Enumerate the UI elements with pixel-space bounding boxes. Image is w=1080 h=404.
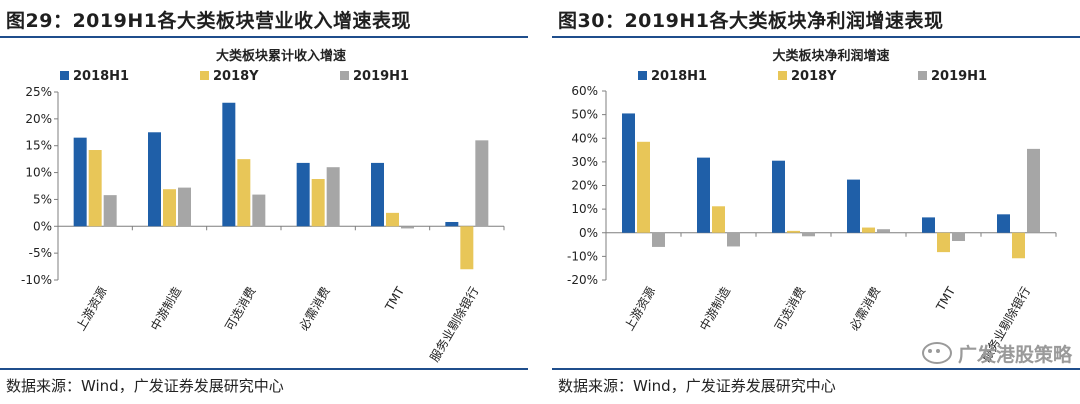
bar-2018H1-3 xyxy=(296,162,310,227)
profit-growth-chart: 大类板块净利润增速 2018H1 2018Y 2019H1 60% 50% 40% 30% 20… xyxy=(567,48,1057,364)
watermark-text: 广发港股策略 xyxy=(957,344,1072,366)
legend-label-2019H1: 2019H1 xyxy=(931,69,987,84)
y-tick-label: 10% xyxy=(25,166,52,180)
bar-2018H1-5 xyxy=(445,221,459,227)
legend-label-2018H1: 2018H1 xyxy=(73,69,129,84)
bar-2018H1-1 xyxy=(697,157,710,233)
wechat-icon xyxy=(921,342,952,364)
bar-2018Y-3 xyxy=(862,227,875,233)
bar-2018Y-2 xyxy=(237,159,251,227)
x-category-label: 必需消费 xyxy=(297,285,333,334)
bar-2018Y-0 xyxy=(88,150,102,227)
bar-2018Y-1 xyxy=(712,206,725,233)
x-category-label: 可选消费 xyxy=(222,285,258,334)
x-category-label: 上游资源 xyxy=(622,285,658,334)
title-rule xyxy=(552,36,1080,38)
y-tick-label: -10% xyxy=(567,249,598,263)
bar-2018H1-3 xyxy=(847,179,860,233)
y-tick-label: -10% xyxy=(21,273,52,287)
y-tick-label: 0% xyxy=(33,219,52,233)
bar-2018Y-3 xyxy=(311,179,325,227)
x-category-label: 必需消费 xyxy=(847,285,883,334)
y-tick-label: 5% xyxy=(33,192,52,206)
bar-2019H1-2 xyxy=(802,232,815,237)
bar-2019H1-2 xyxy=(252,194,266,227)
y-tick-label: -20% xyxy=(567,273,598,287)
figure-title: 图30：2019H1各大类板块净利润增速表现 xyxy=(558,10,944,32)
bar-2019H1-4 xyxy=(952,232,965,242)
bar-2018H1-4 xyxy=(922,217,935,233)
bar-2019H1-5 xyxy=(475,140,489,227)
legend-swatch-2018H1 xyxy=(638,71,647,80)
figure-panel-profit: 图30：2019H1各大类板块净利润增速表现 大类板块净利润增速 2018H1 20… xyxy=(552,0,1080,404)
legend-label-2018Y: 2018Y xyxy=(213,69,259,84)
legend-swatch-2019H1 xyxy=(918,71,927,80)
source-rule xyxy=(552,368,1080,370)
x-category-label: 服务业剔除银行 xyxy=(426,284,481,364)
bar-2018H1-0 xyxy=(73,137,87,227)
y-tick-label: 0% xyxy=(579,226,598,240)
legend-swatch-2019H1 xyxy=(340,71,349,80)
legend-swatch-2018Y xyxy=(778,71,787,80)
bar-2018H1-1 xyxy=(148,132,161,227)
y-tick-label: -5% xyxy=(29,246,52,260)
y-tick-label: 30% xyxy=(571,155,598,169)
bar-2019H1-1 xyxy=(178,187,191,227)
bar-2018H1-2 xyxy=(772,160,785,233)
source-note: 数据来源：Wind，广发证券发展研究中心 xyxy=(6,377,284,395)
bar-2019H1-0 xyxy=(103,195,117,227)
bar-2019H1-3 xyxy=(877,229,890,233)
legend-label-2018Y: 2018Y xyxy=(791,69,837,84)
legend-swatch-2018Y xyxy=(200,71,209,80)
y-tick-label: 15% xyxy=(25,139,52,153)
bar-2018H1-4 xyxy=(371,162,384,227)
bar-2018H1-0 xyxy=(622,113,635,233)
x-category-label: 中游制造 xyxy=(696,284,733,333)
bar-2018Y-2 xyxy=(787,230,800,233)
y-tick-label: 25% xyxy=(25,85,52,99)
bar-2019H1-4 xyxy=(401,226,414,229)
bar-2018H1-5 xyxy=(997,214,1010,233)
chart-title: 大类板块净利润增速 xyxy=(772,48,889,64)
bar-2018Y-4 xyxy=(386,212,399,227)
y-tick-label: 40% xyxy=(571,131,598,145)
bar-2018Y-5 xyxy=(1012,232,1025,259)
bar-2019H1-0 xyxy=(652,232,665,247)
bar-2019H1-1 xyxy=(727,232,740,247)
x-category-label: 可选消费 xyxy=(772,285,808,334)
figure-panel-revenue: 图29：2019H1各大类板块营业收入增速表现 大类板块累计收入增速 2018H1… xyxy=(0,0,528,404)
x-category-label: TMT xyxy=(933,284,958,314)
y-tick-label: 50% xyxy=(571,108,598,122)
y-tick-label: 10% xyxy=(571,202,598,216)
y-tick-label: 20% xyxy=(571,179,598,193)
y-tick-label: 60% xyxy=(571,84,598,98)
bar-2019H1-5 xyxy=(1027,148,1040,233)
watermark: 广发港股策略 xyxy=(921,340,1072,367)
bar-2018Y-0 xyxy=(637,141,650,233)
figure-title: 图29：2019H1各大类板块营业收入增速表现 xyxy=(6,10,411,32)
source-note: 数据来源：Wind，广发证券发展研究中心 xyxy=(558,377,836,395)
legend-swatch-2018H1 xyxy=(60,71,69,80)
source-rule xyxy=(0,368,528,370)
bar-2019H1-3 xyxy=(326,167,340,227)
title-rule xyxy=(0,36,528,38)
bar-2018Y-1 xyxy=(163,189,176,227)
bar-2018Y-5 xyxy=(460,226,474,270)
bar-2018H1-2 xyxy=(222,102,236,227)
y-tick-label: 20% xyxy=(25,112,52,126)
chart-title: 大类板块累计收入增速 xyxy=(216,48,346,64)
x-category-label: 中游制造 xyxy=(147,284,184,333)
bar-2018Y-4 xyxy=(937,232,950,253)
legend-label-2019H1: 2019H1 xyxy=(353,69,409,84)
x-category-label: 上游资源 xyxy=(74,285,110,334)
revenue-growth-chart: 大类板块累计收入增速 2018H1 2018Y 2019H1 25% 20% 15% 10% 5… xyxy=(21,48,505,364)
x-category-label: TMT xyxy=(382,284,407,314)
legend-label-2018H1: 2018H1 xyxy=(651,69,707,84)
